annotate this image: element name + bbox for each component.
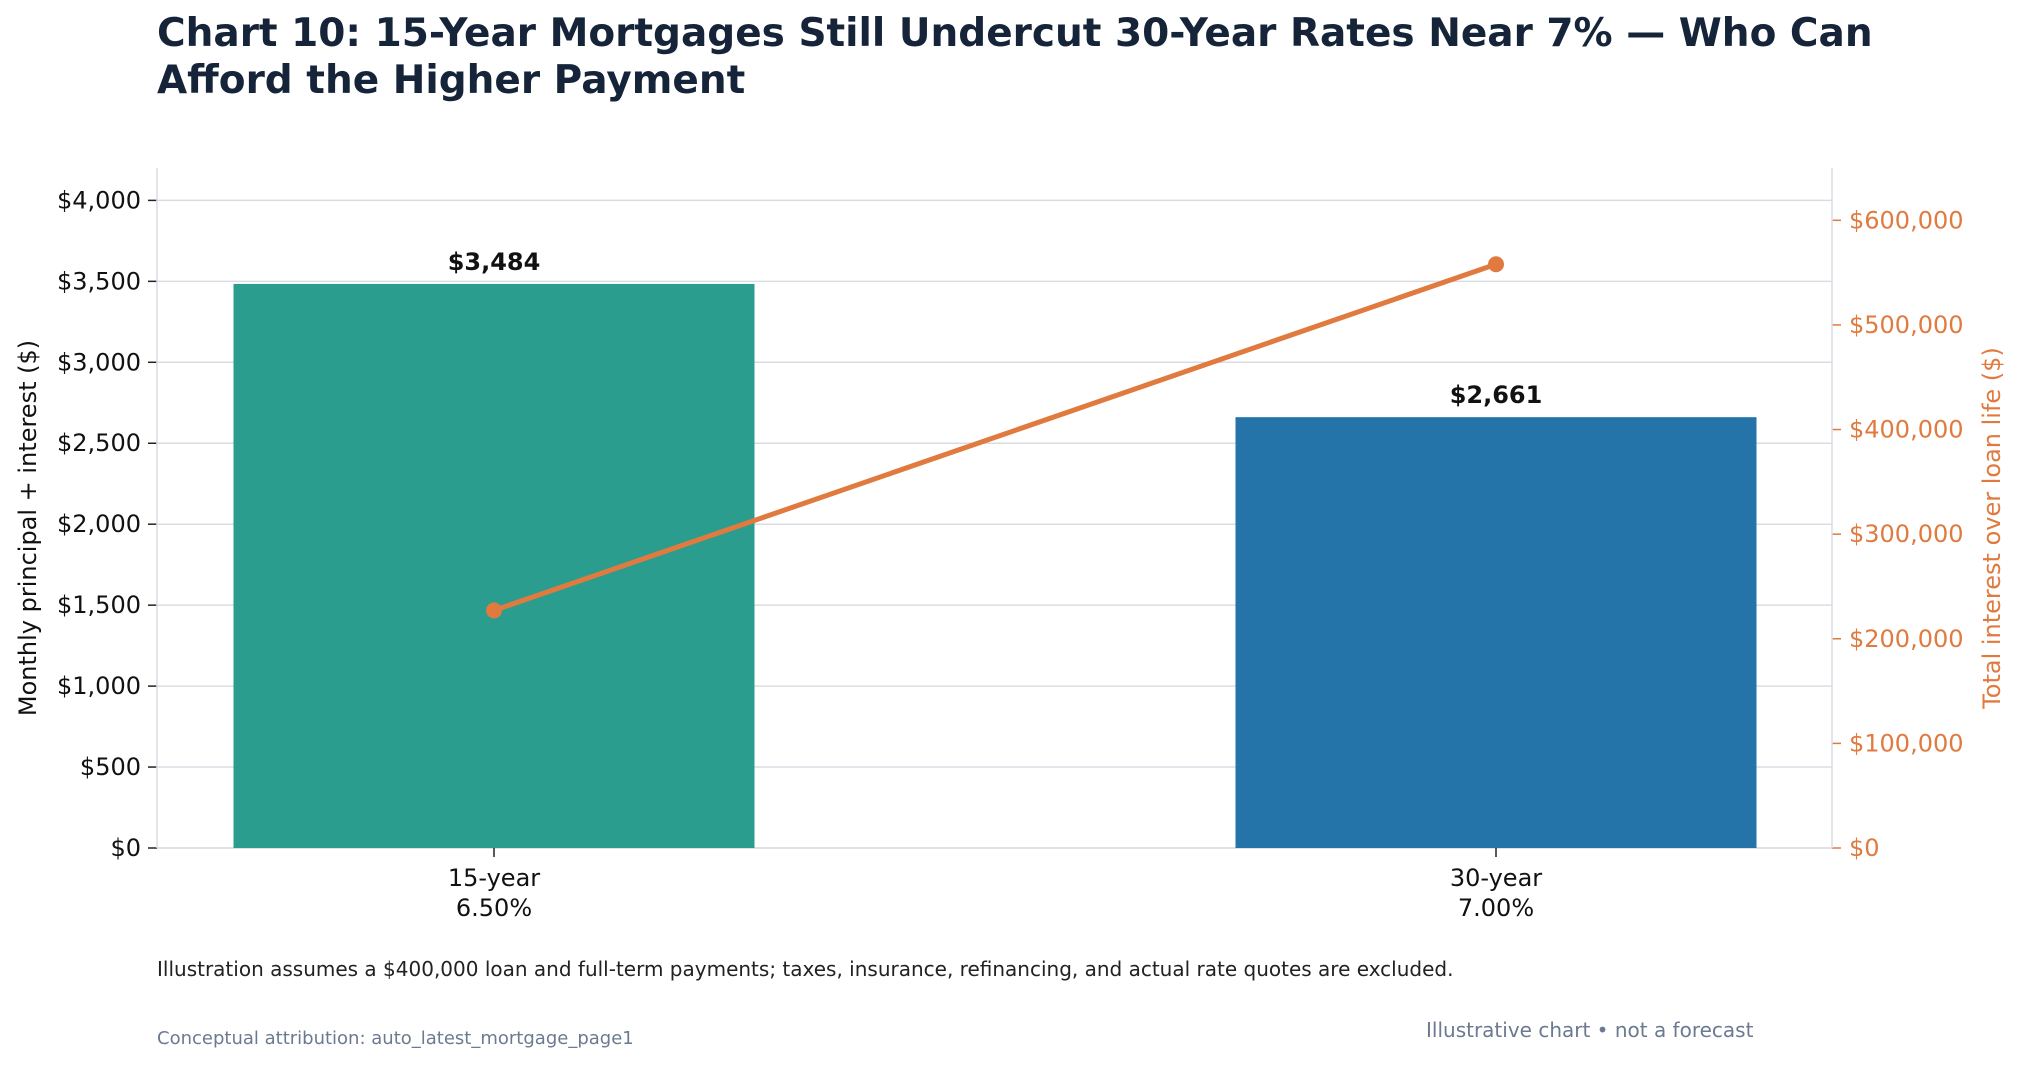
disclaimer: Illustrative chart • not a forecast: [1426, 1018, 1754, 1042]
x-tick-label-rate: 7.00%: [1458, 894, 1534, 922]
bar-value-label: $3,484: [448, 248, 541, 276]
y-tick-left-label: $1,500: [57, 591, 141, 619]
x-tick-label-term: 30-year: [1450, 864, 1542, 892]
y-tick-left-label: $2,500: [57, 429, 141, 457]
y-tick-left-label: $2,000: [57, 510, 141, 538]
bar-30-year: [1235, 417, 1757, 848]
bar-15-year: [233, 283, 755, 848]
y-tick-right-label: $500,000: [1849, 311, 1964, 339]
total-interest-line-path: [491, 261, 1499, 613]
y-tick-left-label: $0: [110, 834, 141, 862]
y-tick-right-label: $600,000: [1849, 206, 1964, 234]
y-tick-left-label: $1,000: [57, 672, 141, 700]
bar-value-label: $2,661: [1450, 381, 1543, 409]
y-tick-left-label: $4,000: [57, 186, 141, 214]
chart-title: Chart 10: 15-Year Mortgages Still Underc…: [157, 11, 1873, 103]
total-interest-point-15-year: [486, 602, 502, 619]
footnote: Illustration assumes a $400,000 loan and…: [157, 957, 1454, 981]
y-axis-left-label: Monthly principal + interest ($): [14, 340, 42, 716]
y-tick-right-label: $200,000: [1849, 625, 1964, 653]
y-tick-right-label: $100,000: [1849, 729, 1964, 757]
y-tick-right-label: $0: [1849, 834, 1880, 862]
attribution: Conceptual attribution: auto_latest_mort…: [157, 1028, 634, 1049]
bars: [233, 283, 1757, 848]
y-tick-left-label: $3,000: [57, 348, 141, 376]
y-tick-right-label: $400,000: [1849, 416, 1964, 444]
total-interest-point-30-year: [1488, 256, 1504, 273]
y-tick-right-label: $300,000: [1849, 520, 1964, 548]
y-axis-right-label: Total interest over loan life ($): [1978, 347, 2006, 710]
y-tick-left-label: $500: [80, 753, 141, 781]
y-tick-left-label: $3,500: [57, 267, 141, 295]
tick-labels: $0 $500 $1,000 $1,500 $2,000 $2,500 $3,000 $3,5…: [57, 186, 1964, 922]
x-tick-label-term: 15-year: [448, 864, 540, 892]
total-interest-line: [486, 256, 1504, 619]
x-tick-label-rate: 6.50%: [456, 894, 532, 922]
